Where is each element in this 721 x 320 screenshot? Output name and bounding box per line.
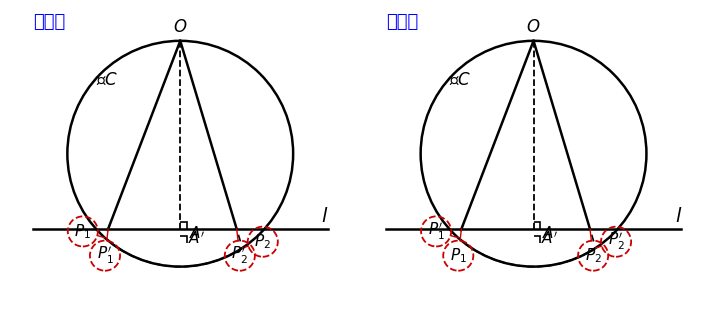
Text: $P_1'$: $P_1'$: [428, 221, 445, 242]
Text: $P_2$: $P_2$: [585, 246, 601, 265]
Text: $P_1$: $P_1$: [450, 246, 466, 265]
Text: 【正】: 【正】: [386, 12, 418, 31]
Text: $A$: $A$: [189, 225, 201, 241]
Text: $P_2'$: $P_2'$: [608, 231, 624, 252]
Text: $P_1'$: $P_1'$: [97, 245, 113, 266]
Text: $A$: $A$: [542, 225, 554, 241]
Text: $O$: $O$: [526, 19, 541, 36]
Text: $O$: $O$: [173, 19, 187, 36]
Text: $P_2$: $P_2$: [255, 232, 271, 251]
Text: 【誤】: 【誤】: [33, 12, 65, 31]
Text: $l$: $l$: [675, 207, 682, 226]
Text: $P_1$: $P_1$: [74, 222, 92, 241]
Text: $P_2'$: $P_2'$: [231, 245, 248, 266]
Text: 円$C$: 円$C$: [96, 71, 118, 89]
Text: $A'$: $A'$: [541, 230, 559, 247]
Text: 円$C$: 円$C$: [449, 71, 471, 89]
Text: $l$: $l$: [322, 207, 329, 226]
Text: $A'$: $A'$: [188, 230, 205, 247]
